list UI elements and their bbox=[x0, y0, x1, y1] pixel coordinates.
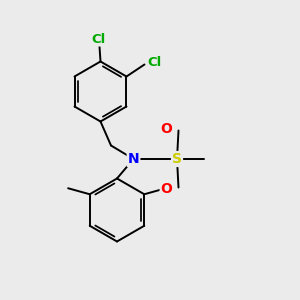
Text: S: S bbox=[172, 152, 182, 166]
Text: O: O bbox=[160, 182, 172, 196]
Text: O: O bbox=[160, 122, 172, 136]
Text: N: N bbox=[128, 152, 139, 166]
Text: Cl: Cl bbox=[92, 32, 106, 46]
Text: Cl: Cl bbox=[148, 56, 162, 70]
